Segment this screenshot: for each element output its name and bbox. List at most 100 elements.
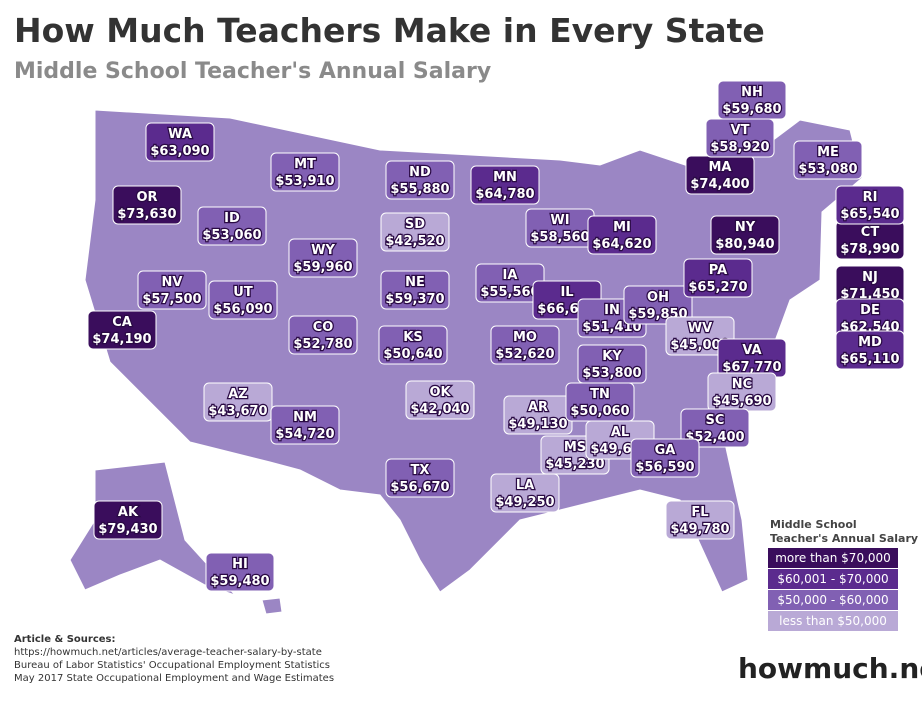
- state-abbr: WV: [688, 321, 712, 336]
- state-salary: $58,560: [530, 230, 589, 245]
- state-salary: $78,990: [840, 242, 899, 257]
- state-abbr: ME: [817, 145, 839, 160]
- state-abbr: AL: [611, 425, 629, 440]
- legend-title: Middle School: [770, 518, 857, 531]
- state-salary: $42,040: [410, 402, 469, 417]
- state: [405, 380, 475, 420]
- state: [490, 473, 560, 513]
- state-salary: $59,480: [210, 574, 269, 589]
- legend-label: $50,000 - $60,000: [777, 593, 888, 607]
- legend-label: $60,001 - $70,000: [777, 572, 888, 586]
- state-salary: $52,400: [685, 430, 744, 445]
- state-salary: $73,630: [117, 207, 176, 222]
- state-abbr: NE: [405, 275, 425, 290]
- state-abbr: WA: [168, 127, 192, 142]
- title: How Much Teachers Make in Every State: [14, 11, 765, 50]
- state: [93, 500, 163, 540]
- state-abbr: AZ: [228, 387, 248, 402]
- state-salary: $63,090: [150, 144, 209, 159]
- state: [490, 325, 560, 365]
- state-abbr: RI: [863, 190, 878, 205]
- legend-swatch: [768, 611, 898, 631]
- state-abbr: IA: [503, 268, 518, 283]
- state-salary: $74,190: [92, 332, 151, 347]
- state-abbr: PA: [709, 263, 727, 278]
- state-abbr: SC: [706, 413, 725, 428]
- state-salary: $58,920: [710, 140, 769, 155]
- state-salary: $55,880: [390, 182, 449, 197]
- state-salary: $52,620: [495, 347, 554, 362]
- state-salary: $56,670: [390, 480, 449, 495]
- state-abbr: DE: [860, 303, 880, 318]
- state-salary: $59,960: [293, 260, 352, 275]
- state-abbr: HI: [232, 557, 248, 572]
- state: [197, 206, 267, 246]
- source-line: https://howmuch.net/articles/average-tea…: [14, 647, 322, 658]
- state: [665, 316, 735, 356]
- state-abbr: LA: [516, 478, 534, 493]
- state-abbr: MT: [294, 157, 316, 172]
- state-salary: $53,800: [582, 366, 641, 381]
- state: [145, 122, 215, 162]
- subtitle: Middle School Teacher's Annual Salary: [14, 59, 491, 84]
- state-abbr: TX: [411, 463, 430, 478]
- state: [587, 215, 657, 255]
- state-abbr: OR: [136, 190, 157, 205]
- state: [288, 315, 358, 355]
- state-abbr: NM: [293, 410, 317, 425]
- legend-label: less than $50,000: [779, 614, 887, 628]
- state-abbr: NV: [162, 275, 183, 290]
- state-salary: $56,090: [213, 302, 272, 317]
- state: [203, 382, 273, 422]
- state-abbr: FL: [691, 505, 708, 520]
- state-abbr: TN: [590, 387, 610, 402]
- state-abbr: KS: [403, 330, 422, 345]
- state: [665, 500, 735, 540]
- state-abbr: IL: [560, 285, 573, 300]
- state-salary: $52,780: [293, 337, 352, 352]
- state-abbr: VT: [731, 123, 750, 138]
- state: [717, 80, 787, 120]
- state-abbr: NJ: [862, 270, 878, 285]
- state-salary: $53,060: [202, 228, 261, 243]
- state-abbr: NY: [735, 220, 756, 235]
- state-abbr: MO: [513, 330, 537, 345]
- state-salary: $74,400: [690, 177, 749, 192]
- state-salary: $49,250: [495, 495, 554, 510]
- state-abbr: MA: [709, 160, 732, 175]
- state-salary: $64,620: [592, 237, 651, 252]
- state-salary: $59,680: [722, 102, 781, 117]
- state: [380, 270, 450, 310]
- state-salary: $49,780: [670, 522, 729, 537]
- state-salary: $67,770: [722, 360, 781, 375]
- state: [683, 258, 753, 298]
- state-abbr: WY: [311, 243, 335, 258]
- state: [385, 160, 455, 200]
- state-abbr: AK: [118, 505, 139, 520]
- state-abbr: KY: [602, 349, 622, 364]
- state-abbr: MS: [564, 440, 586, 455]
- state-salary: $49,130: [508, 417, 567, 432]
- state-abbr: MD: [858, 335, 882, 350]
- state-salary: $56,590: [635, 460, 694, 475]
- state-salary: $50,060: [570, 404, 629, 419]
- state: [205, 552, 275, 592]
- state-salary: $42,520: [385, 234, 444, 249]
- state-salary: $79,430: [98, 522, 157, 537]
- state-abbr: MN: [493, 170, 517, 185]
- state: [680, 408, 750, 448]
- state-salary: $59,370: [385, 292, 444, 307]
- legend-label: more than $70,000: [775, 551, 891, 565]
- state-abbr: ID: [224, 211, 240, 226]
- state-abbr: IN: [604, 303, 620, 318]
- state: [288, 238, 358, 278]
- state-abbr: CA: [112, 315, 132, 330]
- source-line: May 2017 State Occupational Employment a…: [14, 673, 334, 684]
- state: [87, 310, 157, 350]
- state-abbr: UT: [233, 285, 253, 300]
- state-abbr: OH: [647, 290, 669, 305]
- state-salary: $80,940: [715, 237, 774, 252]
- state-salary: $45,000: [670, 338, 729, 353]
- state-salary: $65,270: [688, 280, 747, 295]
